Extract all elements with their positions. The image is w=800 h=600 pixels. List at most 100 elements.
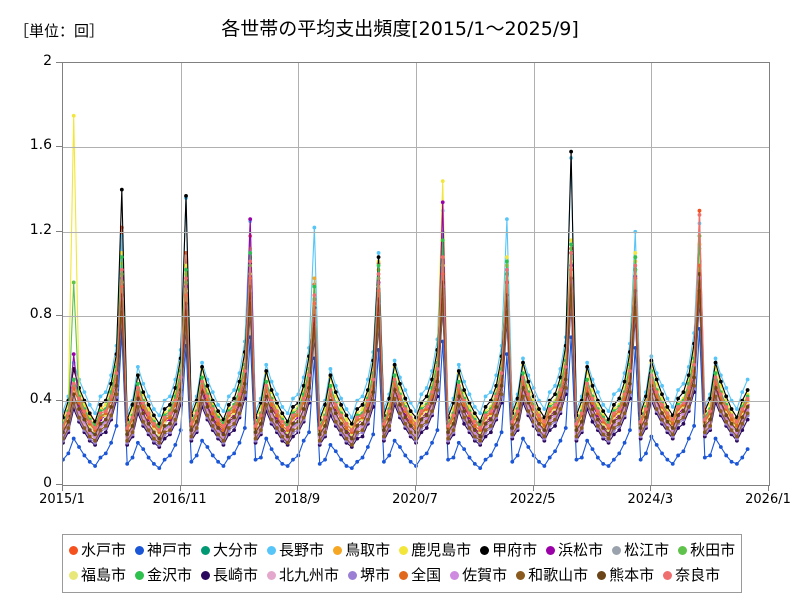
data-point: [670, 462, 675, 466]
data-point: [168, 453, 172, 458]
data-point: [189, 428, 194, 433]
data-point: [162, 430, 167, 435]
y-axis-tick-label: 1.6: [29, 137, 52, 154]
y-axis-tick-mark: [56, 484, 62, 485]
data-point: [456, 369, 461, 373]
data-point: [232, 428, 237, 433]
data-point: [63, 430, 65, 435]
data-point: [152, 407, 156, 411]
data-point: [173, 409, 178, 414]
data-point: [301, 396, 306, 401]
legend-item[interactable]: 鹿児島市: [399, 543, 471, 558]
data-point: [478, 466, 483, 471]
legend-item[interactable]: 佐賀市: [450, 568, 507, 583]
data-point: [264, 379, 269, 384]
data-point: [317, 432, 322, 437]
data-point: [109, 381, 114, 386]
data-point: [745, 411, 750, 416]
data-point: [71, 377, 76, 382]
legend-marker-icon: [201, 571, 211, 580]
data-point: [622, 392, 627, 397]
data-point: [210, 453, 215, 458]
legend-item[interactable]: 秋田市: [678, 543, 735, 558]
data-point: [590, 413, 595, 418]
data-point: [467, 455, 472, 460]
data-point: [109, 440, 114, 445]
data-point: [526, 409, 531, 414]
data-point: [237, 392, 242, 397]
data-point: [462, 379, 467, 384]
x-axis-tick-mark: [62, 486, 63, 491]
data-point: [713, 436, 718, 441]
legend-item[interactable]: 奈良市: [663, 568, 720, 583]
data-point: [665, 457, 670, 462]
legend-item[interactable]: 神戸市: [135, 543, 192, 558]
data-point: [392, 377, 397, 382]
legend-item[interactable]: 長野市: [267, 543, 324, 558]
data-point: [708, 417, 713, 422]
data-point: [579, 419, 584, 424]
data-point: [692, 375, 697, 380]
legend-item[interactable]: 甲府市: [480, 543, 537, 558]
data-point: [542, 434, 547, 439]
legend-item[interactable]: 全国: [399, 568, 441, 583]
data-point: [82, 413, 87, 418]
data-point: [109, 394, 114, 399]
legend-item[interactable]: 長崎市: [201, 568, 258, 583]
data-point: [521, 386, 525, 390]
data-point: [510, 419, 515, 424]
legend-item[interactable]: 堺市: [348, 568, 390, 583]
data-point: [408, 459, 413, 464]
data-point: [344, 464, 349, 468]
legend-item[interactable]: 和歌山市: [516, 568, 588, 583]
legend-item[interactable]: 金沢市: [135, 568, 192, 583]
legend-item[interactable]: 大分市: [201, 543, 258, 558]
legend-marker-icon: [399, 571, 409, 580]
legend-label: 福島市: [81, 566, 127, 584]
legend-item[interactable]: 水戸市: [69, 543, 126, 558]
data-point: [424, 451, 429, 456]
data-point: [403, 396, 408, 401]
legend-item[interactable]: 松江市: [612, 543, 669, 558]
data-point: [344, 407, 349, 411]
data-point: [729, 407, 734, 411]
data-point: [328, 388, 333, 392]
data-point: [152, 436, 156, 441]
data-point: [590, 383, 595, 388]
legend-item[interactable]: 福島市: [69, 568, 126, 583]
legend-item[interactable]: 熊本市: [597, 568, 654, 583]
data-point: [349, 421, 354, 426]
data-point: [168, 402, 172, 407]
data-point: [692, 362, 697, 367]
data-point: [71, 280, 76, 285]
data-point: [488, 409, 493, 414]
data-point: [221, 464, 226, 468]
legend-item[interactable]: 鳥取市: [333, 543, 390, 558]
data-point: [333, 419, 338, 424]
data-point: [601, 417, 606, 422]
data-point: [232, 421, 237, 426]
data-point: [135, 396, 140, 401]
data-point: [355, 424, 360, 428]
data-point: [681, 390, 686, 395]
data-point: [611, 457, 616, 462]
data-point: [569, 251, 574, 255]
series-line: [63, 157, 749, 419]
data-point: [606, 436, 611, 441]
data-point: [349, 443, 354, 447]
data-point: [200, 438, 204, 443]
data-point: [499, 392, 504, 397]
data-point: [71, 381, 76, 386]
data-point: [729, 421, 734, 426]
x-axis-tick-mark: [650, 486, 652, 491]
legend-item[interactable]: 北九州市: [267, 568, 339, 583]
data-point: [398, 394, 402, 399]
data-point: [365, 417, 370, 422]
legend-item[interactable]: 浜松市: [546, 543, 603, 558]
data-point: [339, 457, 344, 462]
data-point: [237, 411, 242, 416]
x-axis-tick-label: 2015/1: [39, 492, 85, 507]
data-point: [660, 417, 664, 422]
data-point: [585, 381, 590, 386]
data-point: [66, 411, 71, 416]
